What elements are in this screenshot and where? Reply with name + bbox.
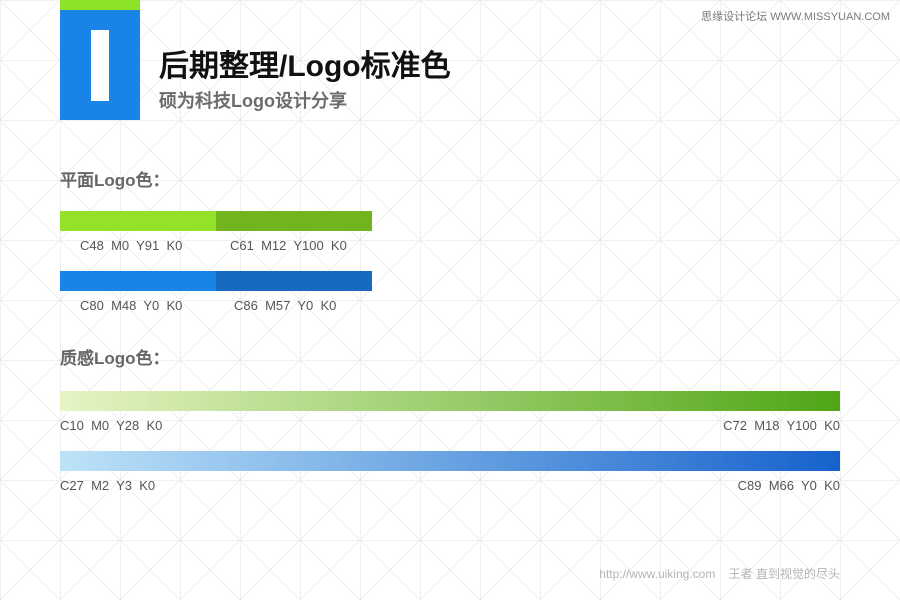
- texture-blue-start-label: C27 M2 Y3 K0: [60, 478, 156, 493]
- section-number-badge: [60, 0, 140, 120]
- flat-colors-heading: 平面Logo色：: [60, 171, 170, 190]
- flat-blue-swatch-light: [60, 271, 216, 291]
- texture-green-start-label: C10 M0 Y28 K0: [60, 418, 163, 433]
- footer-author: 王者 直到视觉的尽头: [728, 567, 840, 581]
- flat-green-swatch-light: [60, 211, 216, 231]
- page-title: 后期整理/Logo标准色: [159, 50, 451, 83]
- badge-accent-strip: [60, 0, 140, 10]
- flat-blue-dark-label: C86 M57 Y0 K0: [234, 298, 337, 313]
- texture-green-end-label: C72 M18 Y100 K0: [723, 418, 840, 433]
- texture-blue-end-label: C89 M66 Y0 K0: [737, 478, 840, 493]
- site-watermark: 思缘设计论坛 WWW.MISSYUAN.COM: [701, 11, 890, 23]
- flat-green-dark-label: C61 M12 Y100 K0: [230, 238, 347, 253]
- texture-colors-heading: 质感Logo色：: [60, 349, 170, 368]
- footer-credit: http://www.uiking.com 王者 直到视觉的尽头: [599, 565, 840, 582]
- roman-numeral-one-icon: [91, 30, 109, 101]
- texture-green-gradient-bar: [60, 391, 840, 411]
- page-subtitle: 硕为科技Logo设计分享: [159, 91, 347, 111]
- flat-blue-light-label: C80 M48 Y0 K0: [80, 298, 183, 313]
- flat-green-light-label: C48 M0 Y91 K0: [80, 238, 183, 253]
- texture-blue-gradient-bar: [60, 451, 840, 471]
- footer-url: http://www.uiking.com: [599, 567, 716, 581]
- flat-green-swatch-dark: [216, 211, 372, 231]
- flat-blue-swatch-dark: [216, 271, 372, 291]
